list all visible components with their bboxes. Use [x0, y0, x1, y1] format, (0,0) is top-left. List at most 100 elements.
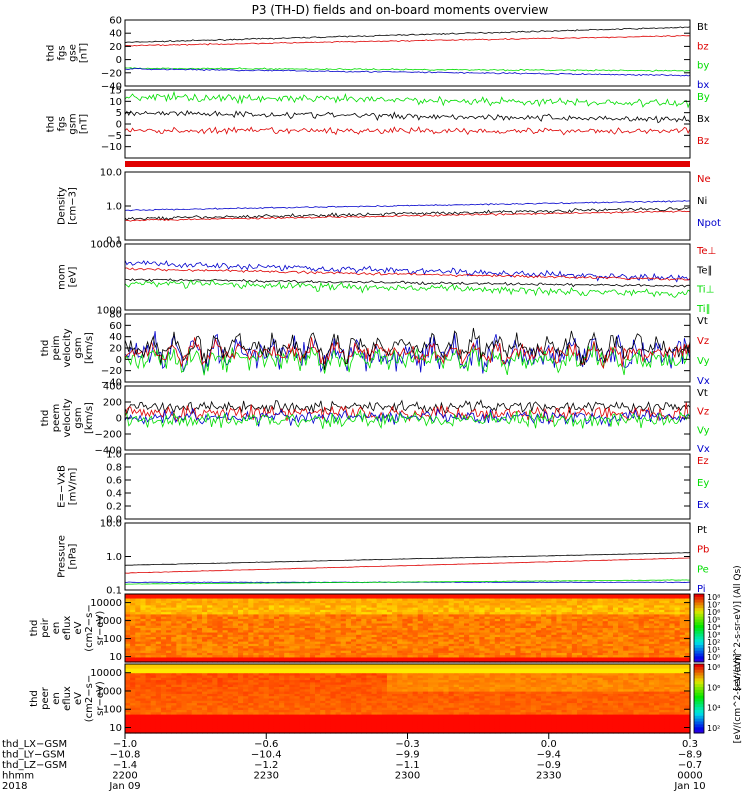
spectrogram-cell	[279, 646, 285, 649]
spectrogram-cell	[407, 603, 414, 606]
spectrogram-cell	[315, 625, 321, 629]
spectrogram-cell	[248, 719, 255, 723]
spectrogram-cell	[546, 618, 552, 622]
spectrogram-cell	[207, 609, 213, 613]
spectrogram-cell	[525, 630, 532, 634]
spectrogram-cell	[443, 637, 450, 640]
spectrogram-cell	[145, 652, 152, 656]
spectrogram-cell	[273, 596, 280, 600]
spectrogram-cell	[299, 630, 306, 634]
spectrogram-cell	[494, 603, 501, 606]
spectrogram-cell	[186, 684, 193, 688]
spectrogram-cell	[309, 728, 316, 732]
spectrogram-cell	[515, 643, 522, 647]
spectrogram-cell	[315, 632, 321, 636]
spectrogram-cell	[212, 728, 219, 732]
spectrogram-cell	[181, 628, 188, 631]
spectrogram-cell	[212, 609, 219, 613]
colorbar-swatch	[694, 647, 704, 652]
spectrogram-cell	[181, 643, 188, 647]
spectrogram-cell	[669, 612, 676, 615]
spectrogram-cell	[207, 684, 213, 688]
spectrogram-cell	[684, 621, 691, 625]
spectrogram-cell	[654, 598, 660, 602]
spectrogram-cell	[664, 655, 671, 659]
spectrogram-cell	[227, 677, 234, 681]
spectrogram-cell	[284, 693, 290, 697]
spectrogram-cell	[402, 646, 409, 649]
spectrogram-cell	[248, 664, 255, 667]
spectrogram-cell	[371, 648, 378, 652]
spectrogram-cell	[160, 730, 167, 734]
spectrogram-cell	[212, 641, 219, 645]
spectrogram-cell	[309, 693, 316, 697]
spectrogram-cell	[381, 639, 388, 643]
spectrogram-cell	[325, 682, 332, 686]
spectrogram-cell	[176, 687, 183, 690]
series-line	[124, 341, 691, 376]
spectrogram-cell	[130, 728, 136, 732]
spectrogram-cell	[289, 668, 296, 672]
spectrogram-cell	[628, 639, 635, 643]
spectrogram-cell	[659, 596, 665, 600]
y-tick-label: 0.2	[106, 502, 122, 513]
spectrogram-cell	[376, 598, 383, 602]
y-tick-label: 5	[116, 108, 122, 119]
y-tick-label: 0.0	[106, 515, 122, 526]
spectrogram-cell	[479, 603, 486, 606]
spectrogram-cell	[679, 646, 686, 649]
spectrogram-cell	[510, 659, 516, 663]
spectrogram-cell	[679, 596, 686, 600]
spectrogram-cell	[335, 596, 342, 600]
spectrogram-cell	[412, 650, 419, 654]
spectrogram-cell	[217, 623, 224, 627]
y-tick-label: 0	[116, 55, 122, 66]
spectrogram-cell	[577, 655, 583, 659]
spectrogram-cell	[294, 618, 301, 622]
spectrogram-cell	[577, 646, 583, 649]
spectrogram-cell	[577, 616, 583, 620]
spectrogram-cell	[253, 623, 260, 627]
spectrogram-cell	[325, 616, 332, 620]
y-axis-label: en	[51, 622, 62, 635]
spectrogram-cell	[433, 609, 439, 613]
spectrogram-cell	[304, 705, 311, 709]
spectrogram-cell	[284, 637, 290, 640]
spectrogram-cell	[412, 618, 419, 622]
spectrogram-cell	[345, 723, 352, 727]
spectrogram-cell	[546, 650, 552, 654]
spectrogram-cell	[196, 719, 203, 723]
spectrogram-cell	[232, 703, 239, 706]
spectrogram-cell	[654, 609, 660, 613]
spectrogram-cell	[499, 646, 506, 649]
spectrogram-cell	[268, 657, 275, 661]
spectrogram-cell	[628, 652, 635, 656]
spectrogram-cell	[289, 726, 296, 729]
spectrogram-cell	[304, 641, 311, 645]
spectrogram-cell	[335, 616, 342, 620]
spectrogram-cell	[376, 612, 383, 615]
spectrogram-cell	[458, 598, 465, 602]
spectrogram-cell	[140, 682, 147, 686]
spectrogram-cell	[273, 652, 280, 656]
spectrogram-cell	[125, 710, 131, 713]
spectrogram-cell	[428, 655, 434, 659]
spectrogram-cell	[484, 621, 491, 625]
spectrogram-cell	[243, 689, 249, 693]
spectrogram-cell	[155, 723, 162, 727]
spectrogram-cell	[402, 600, 409, 604]
spectrogram-cell	[345, 650, 352, 654]
spectrogram-cell	[684, 614, 691, 618]
spectrogram-cell	[191, 652, 198, 656]
spectrogram-cell	[222, 687, 229, 690]
spectrogram-cell	[505, 594, 511, 597]
spectrogram-cell	[433, 650, 439, 654]
spectrogram-cell	[422, 605, 429, 609]
spectrogram-cell	[304, 673, 311, 677]
spectrogram-cell	[643, 659, 650, 663]
spectrogram-cell	[155, 625, 162, 629]
spectrogram-cell	[356, 682, 362, 686]
spectrogram-cell	[279, 600, 285, 604]
spectrogram-cell	[679, 632, 686, 636]
colorbar-tick-label: 10⁴	[707, 623, 720, 632]
